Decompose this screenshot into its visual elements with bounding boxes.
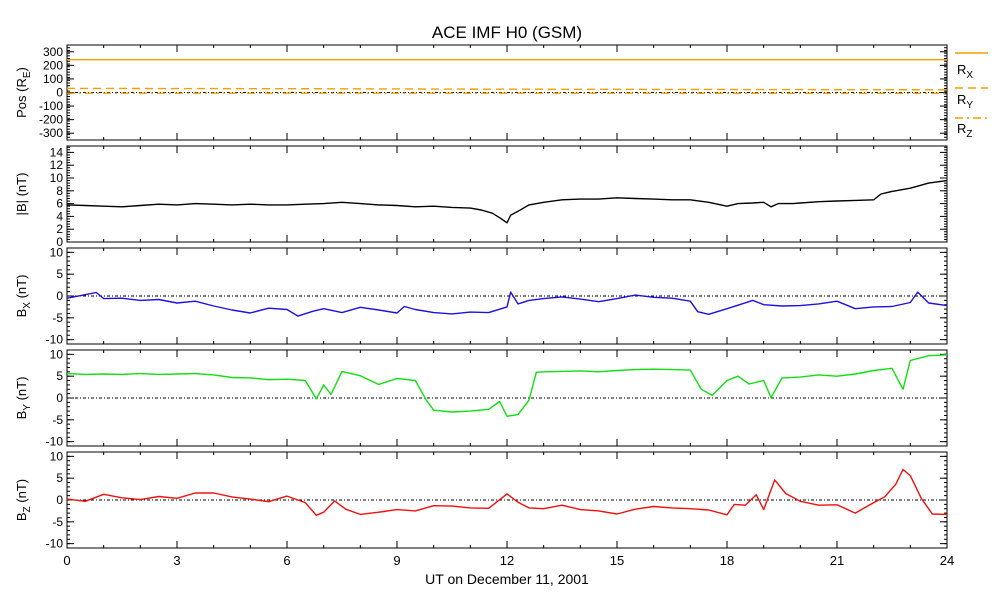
- y-tick-label: 0: [56, 289, 63, 303]
- y-tick-label: -10: [46, 333, 64, 347]
- y-tick-label: -10: [46, 537, 64, 551]
- y-tick-label: 100: [43, 72, 63, 86]
- x-tick-label: 15: [610, 553, 624, 568]
- y-tick-label: 0: [56, 86, 63, 100]
- panel-Bx: 10 5 0 -5 -10 BX (nT): [14, 245, 948, 347]
- y-tick-label: -5: [52, 515, 63, 529]
- x-tick-label: 0: [63, 553, 70, 568]
- y-tick-label: -300: [39, 126, 63, 140]
- y-tick-label: 10: [50, 245, 64, 259]
- x-axis-label: UT on December 11, 2001: [425, 571, 589, 587]
- y-tick-label: 300: [43, 45, 63, 59]
- y-tick-label: 5: [56, 267, 63, 281]
- y-axis-label: Pos (RE): [14, 67, 33, 118]
- y-tick-label: -100: [39, 99, 63, 113]
- y-tick-label: 10: [50, 171, 64, 185]
- x-tick-label: 12: [500, 553, 514, 568]
- y-tick-label: 12: [50, 158, 64, 172]
- y-tick-label: 0: [56, 493, 63, 507]
- y-tick-label: 5: [56, 471, 63, 485]
- y-axis-label: BZ (nT): [14, 479, 33, 521]
- x-tick-label: 9: [393, 553, 400, 568]
- y-tick-label: 10: [50, 449, 64, 463]
- y-axis-label: BX (nT): [14, 275, 33, 318]
- x-tick-label: 24: [940, 553, 954, 568]
- x-tick-label: 3: [173, 553, 180, 568]
- y-tick-label: 4: [56, 209, 63, 223]
- legend-label: RY: [957, 92, 973, 111]
- y-axis-label: |B| (nT): [14, 173, 29, 216]
- panel-By: 10 5 0 -5 -10 BY (nT): [14, 347, 948, 449]
- legend-label: RZ: [957, 121, 973, 140]
- y-tick-label: 200: [43, 58, 63, 72]
- y-tick-label: 0: [56, 391, 63, 405]
- panel-frame: [66, 145, 948, 243]
- y-tick-label: 14: [50, 145, 64, 159]
- y-tick-label: -200: [39, 113, 63, 127]
- y-tick-label: 0: [56, 235, 63, 249]
- y-tick-label: 2: [56, 222, 63, 236]
- y-axis-label: BY (nT): [14, 377, 33, 420]
- series-line-Bx-0: [66, 291, 948, 317]
- series-line-Bt-0: [66, 179, 948, 224]
- y-tick-label: 5: [56, 369, 63, 383]
- y-tick-label: -10: [46, 435, 64, 449]
- legend-label: RX: [957, 62, 973, 81]
- y-tick-label: 8: [56, 184, 63, 198]
- y-tick-label: 6: [56, 197, 63, 211]
- y-tick-label: 10: [50, 347, 64, 361]
- x-tick-label: 21: [830, 553, 844, 568]
- chart-title: ACE IMF H0 (GSM): [432, 23, 582, 42]
- x-tick-label: 6: [283, 553, 290, 568]
- x-tick-label: 18: [720, 553, 734, 568]
- panel-Bz: 10 5 0 -5 -10 BZ (nT) 0 3 6 9 12 15 18 21 24: [14, 449, 954, 568]
- series-line-position-1: [66, 87, 948, 91]
- y-tick-label: -5: [52, 311, 63, 325]
- series-line-By-0: [66, 354, 948, 417]
- series-line-Bz-0: [66, 468, 948, 516]
- y-tick-label: -5: [52, 413, 63, 427]
